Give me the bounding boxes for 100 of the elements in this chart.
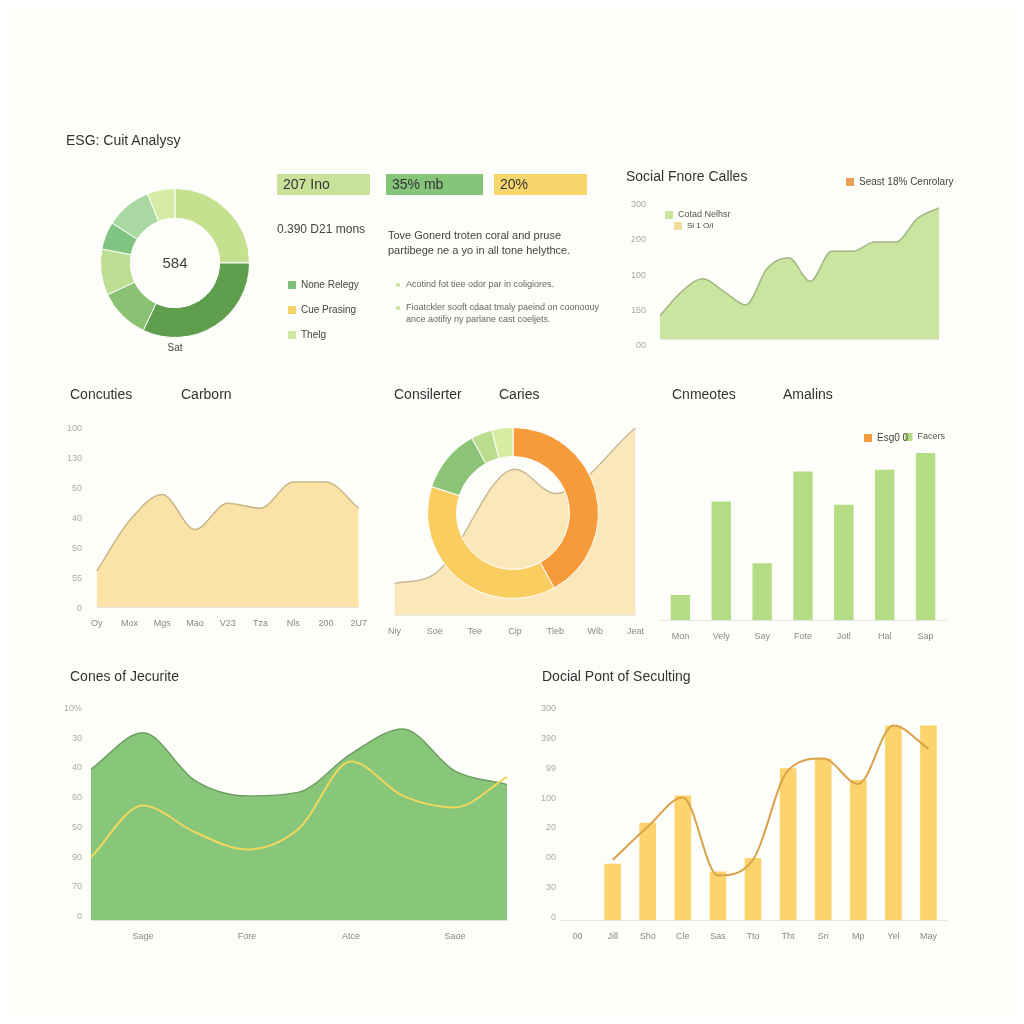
x-tick-label: Tht xyxy=(781,931,796,942)
chart-title: Concuties xyxy=(70,386,133,402)
legend-label: Facers xyxy=(917,431,945,441)
x-tick-label: Sap xyxy=(917,631,934,642)
x-tick-label: Hal xyxy=(877,631,892,642)
text: 00 xyxy=(545,852,556,863)
text: 10% xyxy=(63,703,82,713)
text: 200 xyxy=(630,234,646,245)
text: 584 xyxy=(162,253,188,271)
text: 30 xyxy=(545,882,556,893)
text: 40 xyxy=(71,513,82,523)
x-tick-label: Mp xyxy=(852,931,865,942)
text: 130 xyxy=(66,453,82,463)
text: Sat xyxy=(167,342,183,354)
bar xyxy=(639,822,657,921)
chart-subtitle: Caries xyxy=(499,386,540,402)
bar xyxy=(779,768,797,921)
text: Seast 18% Cenrolary xyxy=(859,176,954,187)
x-tick-label: Sho xyxy=(639,931,656,942)
text: 100 xyxy=(630,269,646,280)
bar xyxy=(885,725,902,921)
bar xyxy=(849,780,867,921)
kpi-tile: 35% mb xyxy=(386,174,483,195)
x-tick-label: Atce xyxy=(341,931,361,942)
chart-title: ESG: Cuit Analysy xyxy=(66,132,181,148)
x-tick-label: 00 xyxy=(572,931,583,942)
text: 300 xyxy=(630,199,646,209)
text: 150 xyxy=(630,304,646,315)
x-tick-label: Sage xyxy=(132,931,154,942)
x-tick-label: Wib xyxy=(587,626,604,637)
x-tick-label: Sas xyxy=(710,931,727,942)
text: 0 xyxy=(76,603,82,613)
x-tick-label: Vely xyxy=(712,631,731,642)
bar xyxy=(920,725,937,921)
x-tick-label: Cip xyxy=(508,626,522,637)
text: 30 xyxy=(71,732,82,743)
x-tick-label: 200 xyxy=(318,618,334,629)
text: None Relegy xyxy=(301,279,359,290)
annotation: Sl 1 O/l xyxy=(687,221,714,230)
x-tick-label: Nls xyxy=(286,618,301,629)
text: 300 xyxy=(540,703,556,713)
text: 50 xyxy=(71,543,82,553)
bar xyxy=(670,595,691,621)
x-tick-label: Jeat xyxy=(626,626,645,637)
text: 00 xyxy=(635,340,646,350)
bar xyxy=(793,471,813,621)
kpi-tile: 20% xyxy=(494,174,587,195)
bar xyxy=(915,453,936,621)
bar xyxy=(709,871,727,921)
text: 0 xyxy=(550,912,556,922)
legend-label: Cotad Nelhsr xyxy=(678,209,731,219)
text: 20 xyxy=(545,822,556,833)
text: 90 xyxy=(71,851,82,862)
text: 100 xyxy=(66,423,82,433)
chart-subtitle: Amalins xyxy=(783,386,833,402)
x-tick-label: Mgs xyxy=(153,618,172,629)
text: 0 xyxy=(76,911,82,921)
bar xyxy=(752,563,772,621)
chart-title: Social Fnore Calles xyxy=(626,168,748,184)
x-tick-label: Cle xyxy=(676,931,690,942)
x-tick-label: Soe xyxy=(426,626,443,637)
x-tick-label: Jill xyxy=(607,931,618,942)
x-tick-label: Oy xyxy=(90,618,103,629)
kpi-tile: 207 Ino xyxy=(277,174,370,195)
bar xyxy=(875,469,895,621)
text: 50 xyxy=(71,821,82,832)
x-tick-label: May xyxy=(919,931,938,942)
bar xyxy=(744,857,762,921)
x-tick-label: Mao xyxy=(186,618,204,629)
chart-subtitle: Carborn xyxy=(181,386,232,402)
text: Fioatckler sooft cdaat tmaly paeind on coonoouy ance aotifiy ny parlane cast coeljets. xyxy=(406,302,600,325)
x-tick-label: 2U7 xyxy=(350,618,367,629)
text: 390 xyxy=(540,732,556,743)
text: 100 xyxy=(540,792,556,803)
text: 50 xyxy=(71,483,82,493)
chart-title: Cones of Jecurite xyxy=(70,668,179,684)
bar xyxy=(814,758,832,921)
x-tick-label: Mox xyxy=(120,618,139,629)
text: 60 xyxy=(71,792,82,803)
x-tick-label: Tleb xyxy=(546,626,564,637)
text: Cue Prasing xyxy=(301,304,357,315)
chart-title: Docial Pont of Seculting xyxy=(542,668,691,684)
text: 70 xyxy=(71,881,82,892)
bar xyxy=(834,504,854,621)
x-tick-label: Jotl xyxy=(836,631,851,642)
text: Tove Gonerd troten coral and pruse partibege ne a yo in all tone helythce. xyxy=(388,229,571,256)
chart-title: Consilerter xyxy=(394,386,462,402)
x-tick-label: Niy xyxy=(388,626,402,637)
x-tick-label: Sri xyxy=(817,931,829,942)
x-tick-label: Fore xyxy=(237,931,257,942)
x-tick-label: Mon xyxy=(671,631,690,642)
text: 99 xyxy=(545,762,556,773)
bar xyxy=(711,501,731,621)
text: Acotind fot tiee odor par in coligiores. xyxy=(406,279,555,289)
bar xyxy=(604,863,621,921)
bar xyxy=(674,795,692,921)
text: 55 xyxy=(71,573,82,583)
text: 0.390 D21 mons xyxy=(277,222,366,236)
x-tick-label: V23 xyxy=(219,618,236,629)
text: Esg0 0 xyxy=(877,432,909,443)
